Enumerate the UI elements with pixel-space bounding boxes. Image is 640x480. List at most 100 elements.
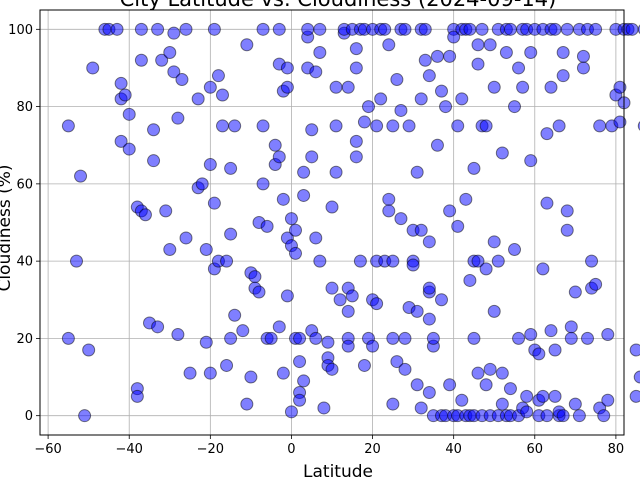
data-point bbox=[313, 46, 327, 59]
data-point bbox=[508, 243, 521, 257]
data-point bbox=[349, 150, 363, 164]
data-point bbox=[544, 324, 558, 338]
data-point bbox=[313, 22, 327, 36]
data-point bbox=[633, 370, 640, 384]
data-point bbox=[572, 409, 586, 423]
data-point bbox=[357, 115, 371, 129]
y-tick-label: 20 bbox=[16, 332, 33, 347]
data-point bbox=[382, 204, 396, 218]
data-point bbox=[487, 80, 501, 94]
data-point bbox=[499, 46, 513, 59]
data-point bbox=[118, 88, 132, 102]
data-point bbox=[260, 219, 274, 233]
data-point bbox=[483, 38, 497, 52]
data-point bbox=[183, 366, 197, 380]
data-point bbox=[228, 119, 242, 133]
data-point bbox=[426, 331, 440, 345]
data-point bbox=[220, 358, 234, 372]
data-point bbox=[597, 409, 611, 423]
data-point bbox=[236, 324, 250, 338]
data-point bbox=[240, 38, 254, 52]
data-point bbox=[406, 258, 420, 272]
data-point bbox=[443, 378, 457, 392]
data-point bbox=[402, 119, 416, 133]
x-tick-label: 80 bbox=[608, 442, 625, 457]
data-point bbox=[410, 165, 424, 179]
data-point bbox=[447, 30, 461, 44]
data-point bbox=[568, 397, 582, 411]
data-point bbox=[325, 281, 339, 295]
data-point bbox=[325, 362, 339, 376]
data-point bbox=[556, 46, 570, 59]
data-point bbox=[524, 328, 538, 342]
data-point bbox=[471, 57, 485, 71]
data-point bbox=[167, 65, 181, 79]
data-point bbox=[163, 243, 177, 257]
data-point bbox=[122, 107, 136, 121]
data-point bbox=[78, 409, 92, 423]
data-point bbox=[556, 409, 570, 423]
data-point bbox=[422, 235, 436, 249]
data-point bbox=[151, 320, 165, 334]
data-point bbox=[280, 61, 294, 75]
data-point bbox=[548, 22, 562, 36]
data-point bbox=[313, 254, 327, 268]
data-point bbox=[252, 285, 266, 299]
data-point bbox=[451, 119, 465, 133]
data-point bbox=[325, 200, 339, 214]
data-point bbox=[357, 358, 371, 372]
data-point bbox=[613, 80, 627, 94]
data-point bbox=[256, 119, 270, 133]
data-point bbox=[138, 208, 152, 222]
data-point bbox=[370, 297, 384, 311]
data-point bbox=[289, 223, 302, 237]
data-point bbox=[540, 127, 554, 141]
y-axis: 0 20 40 60 80 100 bbox=[8, 23, 40, 424]
data-point bbox=[629, 389, 640, 403]
data-point bbox=[601, 393, 615, 407]
data-point bbox=[382, 192, 396, 206]
data-point bbox=[451, 219, 465, 233]
data-point bbox=[422, 386, 436, 399]
data-point bbox=[349, 42, 363, 56]
data-point bbox=[341, 304, 355, 318]
data-point bbox=[418, 22, 432, 36]
data-point bbox=[422, 281, 436, 295]
data-point bbox=[414, 223, 428, 237]
data-point bbox=[386, 331, 400, 345]
data-point bbox=[625, 22, 639, 36]
data-point bbox=[487, 235, 501, 249]
data-point bbox=[276, 366, 290, 380]
data-point bbox=[114, 134, 128, 148]
data-point bbox=[455, 393, 469, 407]
data-point bbox=[224, 161, 238, 175]
data-point bbox=[114, 76, 128, 90]
data-point bbox=[443, 204, 457, 218]
x-tick-label: 0 bbox=[287, 442, 295, 457]
data-point bbox=[203, 366, 217, 380]
data-point bbox=[216, 119, 229, 133]
data-point bbox=[548, 343, 562, 357]
data-point bbox=[564, 331, 578, 345]
data-point bbox=[349, 134, 363, 148]
data-point bbox=[471, 38, 485, 52]
data-point bbox=[422, 69, 436, 83]
data-point bbox=[82, 343, 96, 357]
data-point bbox=[216, 88, 229, 102]
data-point bbox=[556, 69, 570, 83]
data-point bbox=[341, 339, 355, 353]
data-point bbox=[390, 355, 404, 369]
data-point bbox=[398, 22, 412, 36]
data-point bbox=[495, 397, 509, 411]
y-axis-label: Cloudiness (%) bbox=[0, 164, 15, 291]
x-tick-label: 60 bbox=[527, 442, 544, 457]
data-point bbox=[70, 254, 83, 268]
data-point bbox=[199, 243, 213, 257]
data-point bbox=[414, 92, 428, 106]
data-point bbox=[463, 273, 477, 287]
x-tick-label: −60 bbox=[34, 442, 61, 457]
data-point bbox=[548, 389, 562, 403]
data-point bbox=[280, 80, 294, 94]
data-point bbox=[74, 169, 88, 183]
